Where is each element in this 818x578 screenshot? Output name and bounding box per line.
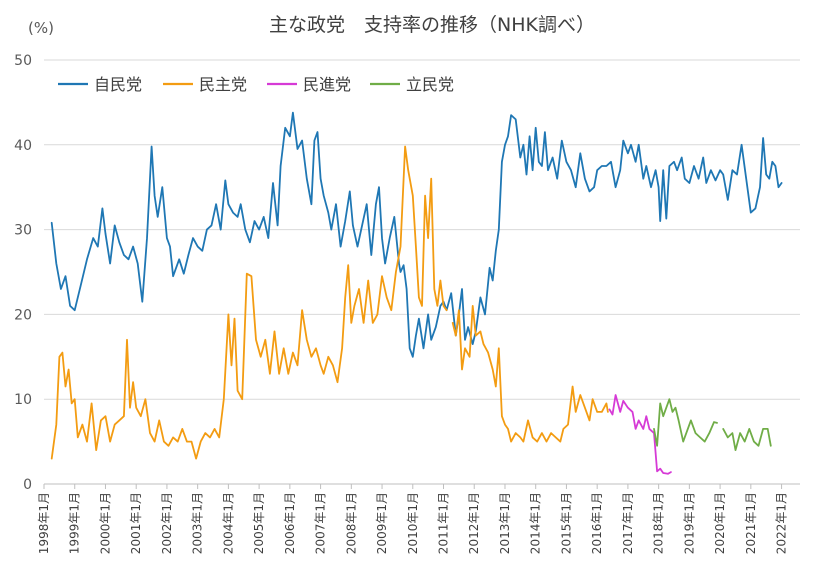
- x-tick-label: 2018年1月: [652, 492, 666, 554]
- x-tick-label: 2015年1月: [559, 492, 573, 554]
- y-tick-label: 40: [14, 138, 32, 154]
- series-line-2: [608, 394, 672, 475]
- series-line-0: [50, 111, 783, 358]
- legend-label-0: 自民党: [94, 75, 142, 94]
- x-tick-label: 1999年1月: [68, 492, 82, 554]
- x-tick-label: 2004年1月: [221, 492, 235, 554]
- x-tick-label: 2019年1月: [682, 492, 696, 554]
- x-tick-label: 2007年1月: [314, 492, 328, 554]
- x-tick-label: 2022年1月: [775, 492, 789, 554]
- x-tick-label: 2012年1月: [467, 492, 481, 554]
- x-tick-label: 2017年1月: [621, 492, 635, 554]
- x-tick-label: 2008年1月: [344, 492, 358, 554]
- y-tick-labels: 0 10 20 30 40 50: [14, 53, 32, 493]
- x-tick-label: 2009年1月: [375, 492, 389, 554]
- y-tick-label: 0: [23, 477, 32, 493]
- x-tick-label: 2005年1月: [252, 492, 266, 554]
- legend-label-3: 立民党: [406, 75, 454, 94]
- legend-label-2: 民進党: [303, 75, 351, 94]
- series-line-1: [50, 145, 609, 460]
- x-tick-label: 2003年1月: [191, 492, 205, 554]
- gridlines: [44, 59, 800, 485]
- y-axis-label: (%): [28, 19, 54, 37]
- x-tick-label: 2013年1月: [498, 492, 512, 554]
- x-tick-label: 2014年1月: [529, 492, 543, 554]
- x-tick-label: 2016年1月: [590, 492, 604, 554]
- chart-title: 主な政党 支持率の推移（NHK調べ）: [269, 14, 595, 36]
- x-tick-label: 2002年1月: [160, 492, 174, 554]
- x-tick-label: 2000年1月: [98, 492, 112, 554]
- x-tick-label: 2011年1月: [437, 492, 451, 554]
- y-tick-label: 20: [14, 307, 32, 323]
- y-tick-label: 30: [14, 223, 32, 239]
- x-tick-label: 2010年1月: [406, 492, 420, 554]
- x-tick-labels: 1998年1月 1999年1月 2000年1月 2001年1月 2002年1月 2003年…: [37, 484, 789, 554]
- y-tick-label: 50: [14, 53, 32, 69]
- series-line-3: [653, 398, 772, 451]
- x-tick-label: 2020年1月: [713, 492, 727, 554]
- x-tick-label: 2006年1月: [283, 492, 297, 554]
- legend: 自民党 民主党 民進党 立民党: [58, 75, 454, 94]
- x-tick-label: 2001年1月: [129, 492, 143, 554]
- y-tick-label: 10: [14, 392, 32, 408]
- legend-label-1: 民主党: [199, 75, 247, 94]
- x-tick-label: 1998年1月: [37, 492, 51, 554]
- series-lines: [50, 111, 783, 475]
- x-tick-label: 2021年1月: [744, 492, 758, 554]
